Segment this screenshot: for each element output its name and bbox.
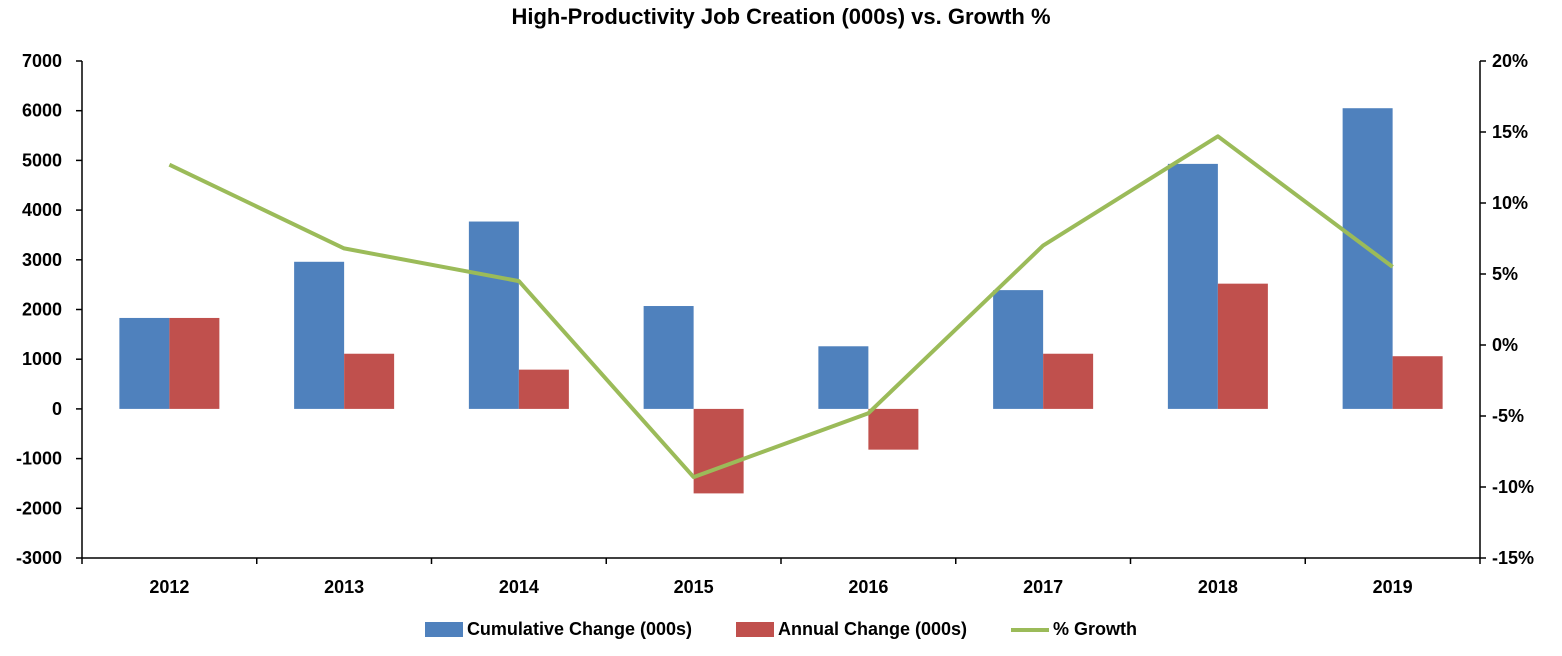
bar-annual-2012	[169, 317, 220, 409]
x-tick-label-2016: 2016	[848, 577, 888, 597]
bar-annual-2016	[868, 408, 919, 450]
bar-annual-2018	[1217, 283, 1268, 409]
bar-cumulative-2017	[993, 290, 1044, 409]
legend-swatch-annual	[736, 622, 774, 637]
bar-annual-2017	[1043, 353, 1094, 409]
bar-cumulative-2016	[818, 346, 869, 409]
right-tick-label: 15%	[1492, 122, 1528, 142]
left-tick-label: -1000	[16, 449, 62, 469]
legend-label-annual: Annual Change (000s)	[778, 619, 968, 639]
left-tick-label: 3000	[22, 250, 62, 270]
legend-item-growth: % Growth	[1011, 619, 1137, 640]
legend-label-cumulative: Cumulative Change (000s)	[466, 619, 692, 639]
bar-annual-2019	[1392, 356, 1443, 409]
x-tick-label-2018: 2018	[1198, 577, 1238, 597]
bar-cumulative-2012	[119, 317, 170, 409]
legend-swatch-growth	[1011, 627, 1050, 632]
x-tick-label-2015: 2015	[674, 577, 714, 597]
plot-area: -3000 -2000 -1000 0 1000 2000 3000 4000 5000 6000…	[16, 51, 1534, 597]
x-tick-label-2013: 2013	[324, 577, 364, 597]
x-tick-label-2014: 2014	[499, 577, 539, 597]
left-tick-label: 5000	[22, 150, 62, 170]
x-tick-label-2019: 2019	[1373, 577, 1413, 597]
legend-item-annual: Annual Change (000s)	[736, 619, 967, 640]
bar-annual-2014	[518, 369, 569, 409]
left-tick-label: -2000	[16, 498, 62, 518]
right-tick-label: 10%	[1492, 193, 1528, 213]
bar-cumulative-2019	[1342, 108, 1393, 409]
x-tick-label-2012: 2012	[149, 577, 189, 597]
bar-annual-2015	[693, 408, 744, 494]
growth-line	[168, 134, 1394, 480]
left-tick-label: 4000	[22, 200, 62, 220]
right-tick-label: 0%	[1492, 335, 1518, 355]
right-tick-label: -15%	[1492, 548, 1534, 568]
right-tick-label: -5%	[1492, 406, 1524, 426]
left-tick-label: 1000	[22, 349, 62, 369]
x-tick-label-2017: 2017	[1023, 577, 1063, 597]
bar-cumulative-2015	[643, 306, 694, 409]
bar-cumulative-2013	[294, 261, 345, 409]
bar-cumulative-2014	[468, 221, 519, 409]
left-tick-label: 0	[52, 399, 62, 419]
right-tick-label: 20%	[1492, 51, 1528, 71]
left-tick-label: 2000	[22, 300, 62, 320]
legend-swatch-cumulative	[424, 622, 463, 637]
left-tick-label: 7000	[22, 51, 62, 71]
bar-annual-2013	[344, 353, 395, 409]
bar-cumulative-2018	[1167, 163, 1218, 409]
chart-title: High-Productivity Job Creation (000s) vs…	[511, 4, 1051, 29]
legend-label-growth: % Growth	[1053, 619, 1138, 639]
left-tick-label: 6000	[22, 101, 62, 121]
legend-item-cumulative: Cumulative Change (000s)	[424, 619, 692, 640]
left-tick-label: -3000	[16, 548, 62, 568]
legend: Cumulative Change (000s) Annual Change (…	[0, 619, 1562, 640]
right-tick-label: 5%	[1492, 264, 1518, 284]
right-tick-label: -10%	[1492, 477, 1534, 497]
